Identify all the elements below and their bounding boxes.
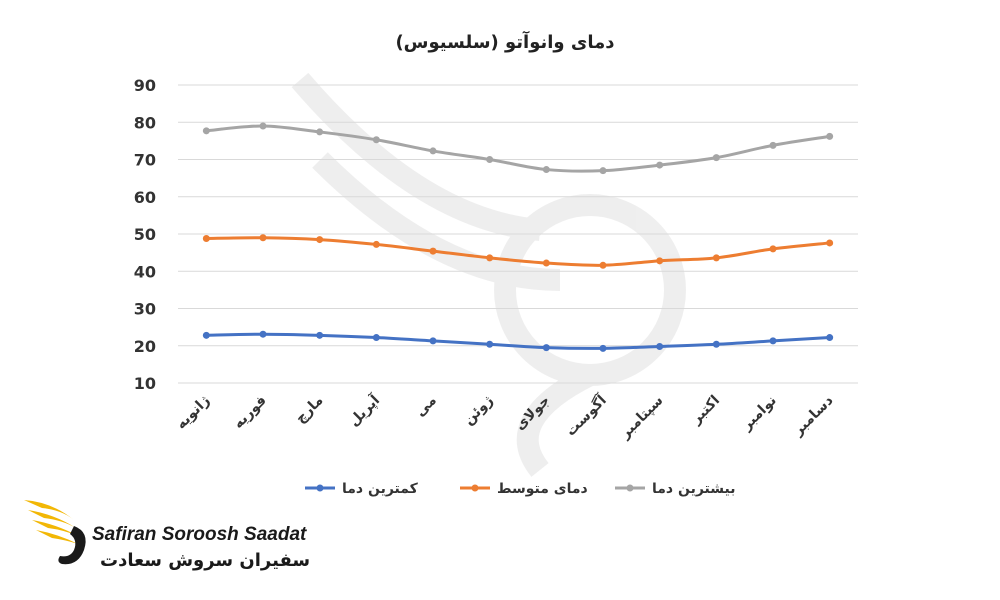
y-tick-label: 50 [134,225,156,244]
data-point [769,337,777,345]
y-tick-label: 90 [134,76,156,95]
data-point [372,136,380,144]
data-point [372,334,380,342]
legend-marker [316,484,324,492]
data-point [826,132,834,140]
company-logo: Safiran Soroosh Saadat سفیران سروش سعادت [22,492,310,582]
data-point [202,127,210,135]
data-point [769,141,777,149]
data-point [599,344,607,352]
data-point [429,337,437,345]
y-tick-label: 70 [134,151,156,170]
data-point [202,234,210,242]
legend: کمترین دما دمای متوسط بیشترین دما [305,481,735,497]
data-point [316,236,324,244]
y-tick-label: 60 [134,188,156,207]
data-point [656,257,664,265]
legend-label: کمترین دما [342,481,419,497]
legend-label: بیشترین دما [652,481,735,497]
data-point [202,331,210,339]
x-tick-label: می [412,393,439,420]
data-point [656,161,664,169]
y-tick-label: 20 [134,337,156,356]
data-point [542,166,550,174]
x-tick-label: دسامبر [790,393,837,440]
data-point [259,122,267,130]
data-point [372,240,380,248]
x-tick-label: ژانویه [173,393,213,433]
x-tick-label: ژوئن [461,393,497,429]
data-point [542,344,550,352]
series-2 [202,122,834,175]
data-point [712,254,720,262]
x-tick-label: سپتامبر [617,393,667,443]
legend-marker [626,484,634,492]
y-tick-label: 40 [134,262,156,281]
data-point [486,254,494,262]
series-line [206,236,830,267]
data-point [486,156,494,163]
y-axis-ticks: 10 20 30 40 50 60 70 80 90 [134,76,156,393]
data-point [826,239,834,247]
data-point [712,340,720,348]
data-point [599,167,607,175]
data-point [542,259,550,267]
x-axis-ticks: ژانویه فوریه مارچ آپریل می ژوئن جولای آگوست سپتا… [173,390,836,442]
data-point [429,147,437,155]
data-point [259,330,267,338]
data-point [429,247,437,255]
eagle-logo-icon [24,500,86,565]
x-tick-label: اکتبر [688,393,723,428]
series-0 [202,330,834,352]
x-tick-label: مارچ [292,393,326,427]
series-line [206,124,830,173]
logo-text-fa: سفیران سروش سعادت [100,550,311,571]
series-1 [202,234,834,269]
data-point [712,154,720,162]
chart-title: دمای وانوآتو (سلسیوس) [395,30,614,53]
data-point [769,245,777,253]
data-point [486,340,494,348]
data-point [316,331,324,339]
data-point [826,334,834,342]
legend-label: دمای متوسط [497,481,588,497]
x-tick-label: آپریل [345,390,384,429]
data-point [259,234,267,242]
data-point [316,128,324,136]
x-tick-label: نوامبر [738,393,780,435]
grid [178,84,858,384]
watermark-bird-icon [291,72,686,477]
series-group [202,122,834,352]
x-tick-label: فوریه [230,393,269,432]
series-line [206,332,830,350]
data-point [656,342,664,350]
y-tick-label: 30 [134,300,156,319]
data-point [599,261,607,269]
y-tick-label: 80 [134,113,156,132]
logo-text-en: Safiran Soroosh Saadat [92,524,307,545]
y-tick-label: 10 [134,374,156,393]
legend-marker [471,484,479,492]
